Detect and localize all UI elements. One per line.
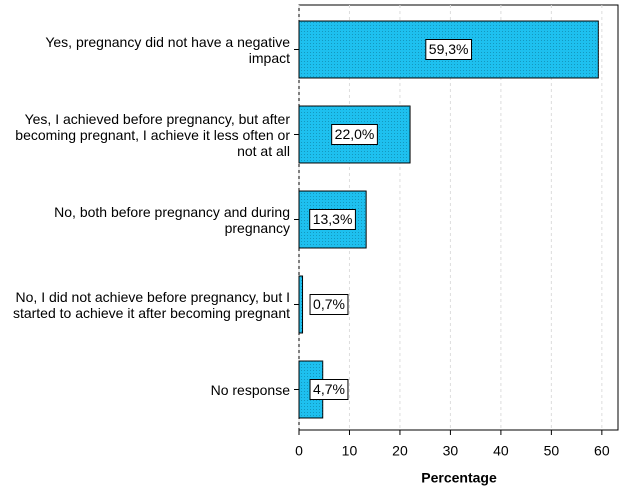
value-label-group: 0,7% [309,294,349,315]
x-tick-label: 40 [493,443,509,459]
x-tick-label: 50 [544,443,560,459]
y-tick-label: No, I did not achieve before pregnancy, … [12,288,290,321]
value-label: 22,0% [335,126,375,142]
value-label-group: 59,3% [425,39,473,60]
value-label: 0,7% [313,296,345,312]
y-tick-label: No, both before pregnancy and during pre… [54,203,290,236]
x-tick-label: 30 [443,443,459,459]
bar-texture [299,276,303,333]
y-tick-label: Yes, I achieved before pregnancy, but af… [15,110,290,159]
value-label: 4,7% [313,381,345,397]
value-label-box [309,379,349,400]
value-label: 59,3% [429,41,469,57]
y-tick-label: Yes, pregnancy did not have a negative i… [45,33,290,66]
value-label-group: 13,3% [309,209,356,230]
x-tick-label: 10 [342,443,358,459]
value-label-box [425,39,473,60]
x-tick-label: 60 [594,443,610,459]
value-label-box [309,209,356,230]
value-label-group: 22,0% [331,124,378,145]
x-tick-label: 20 [392,443,408,459]
y-tick-label: No response [210,381,290,398]
x-axis-title: Percentage [421,470,497,486]
value-label-box [309,294,349,315]
x-tick-label: 0 [295,443,303,459]
value-label-box [331,124,378,145]
value-label-group: 4,7% [309,379,349,400]
value-label: 13,3% [313,211,353,227]
